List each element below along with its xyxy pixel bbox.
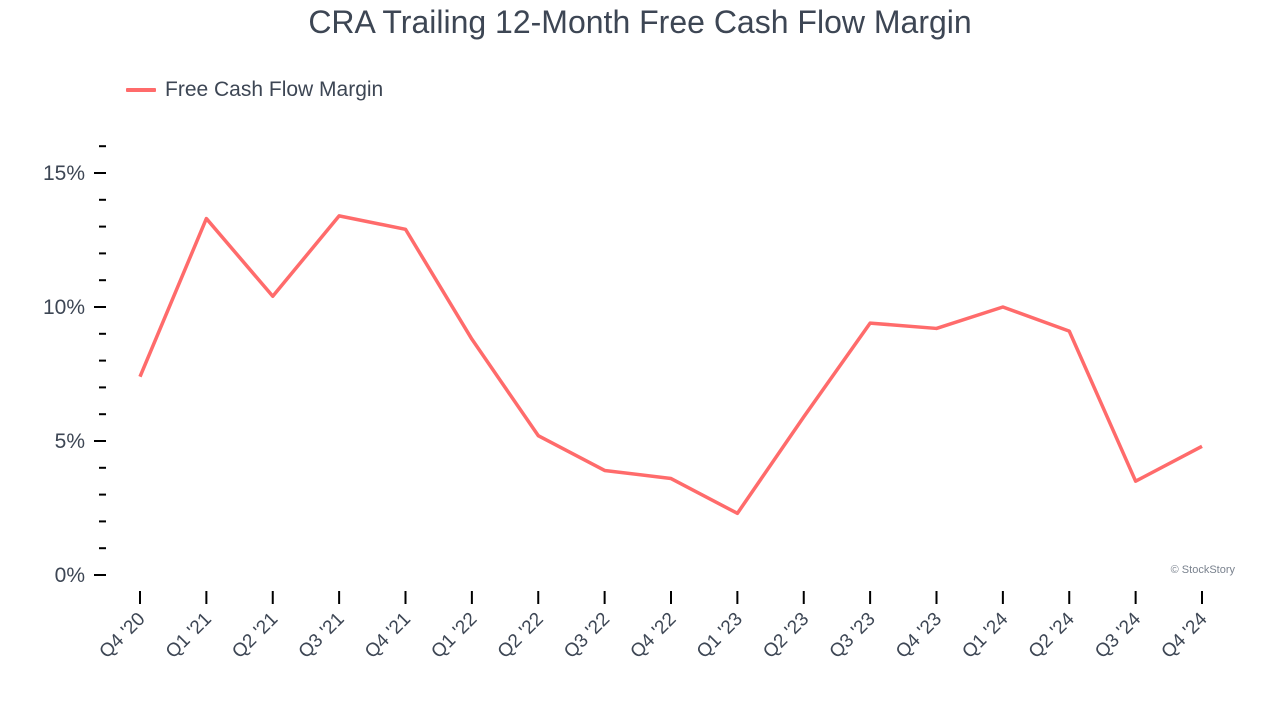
y-tick-label: 5%	[55, 430, 85, 453]
x-tick-label: Q2 '21	[228, 609, 282, 663]
x-tick-label: Q4 '24	[1158, 608, 1212, 662]
legend-line-swatch-icon	[126, 88, 156, 92]
chart-title: CRA Trailing 12-Month Free Cash Flow Mar…	[308, 4, 972, 40]
x-tick-label: Q2 '24	[1025, 608, 1079, 662]
x-tick-label: Q4 '20	[96, 609, 150, 663]
x-tick-label: Q3 '21	[295, 609, 349, 663]
x-tick-label: Q2 '22	[494, 609, 548, 663]
y-tick-label: 15%	[43, 162, 85, 185]
x-tick-label: Q3 '22	[560, 609, 614, 663]
series-line-free-cash-flow-margin	[138, 214, 1203, 516]
y-tick-label: 0%	[55, 564, 85, 587]
x-tick-label: Q4 '22	[627, 609, 681, 663]
y-axis: 0% 5% 10% 15%	[43, 145, 106, 587]
x-tick-label: Q1 '22	[427, 609, 481, 663]
chart-legend: Free Cash Flow Margin	[126, 78, 383, 102]
x-tick-label: Q4 '21	[361, 609, 415, 663]
legend-label: Free Cash Flow Margin	[165, 78, 384, 101]
y-tick-label: 10%	[43, 296, 85, 319]
x-tick-label: Q1 '21	[162, 609, 216, 663]
x-tick-label: Q4 '23	[892, 609, 946, 663]
x-tick-label: Q1 '23	[693, 609, 747, 663]
x-axis: Q4 '20 Q1 '21 Q2 '21 Q3 '21 Q4 '21 Q1 '22 Q2 '…	[96, 591, 1212, 663]
x-tick-label: Q3 '24	[1091, 608, 1145, 662]
x-tick-label: Q1 '24	[958, 608, 1012, 662]
x-tick-label: Q3 '23	[826, 609, 880, 663]
x-tick-label: Q2 '23	[759, 609, 813, 663]
watermark: © StockStory	[1170, 564, 1235, 576]
